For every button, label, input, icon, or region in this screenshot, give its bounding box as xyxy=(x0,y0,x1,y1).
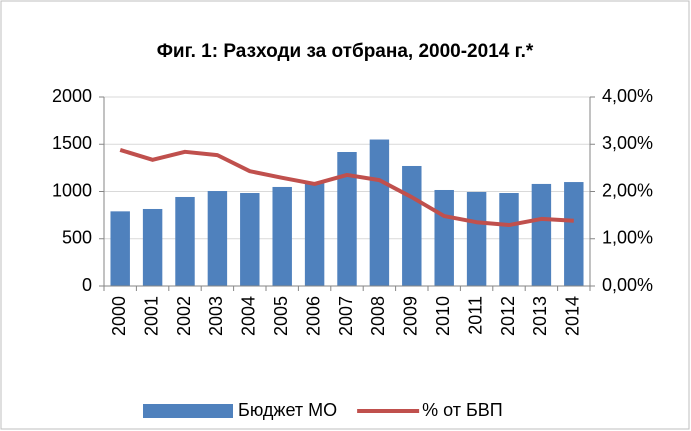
x-tick-label: 2009 xyxy=(401,296,421,336)
x-tick-label: 2003 xyxy=(206,296,226,336)
bar xyxy=(272,186,292,286)
bar xyxy=(142,208,163,286)
line xyxy=(119,148,574,228)
x-tick-label: 2004 xyxy=(239,296,259,336)
bar xyxy=(466,191,487,286)
x-tick-label: 2010 xyxy=(433,296,453,336)
bar xyxy=(110,211,130,286)
legend-label: % от БВП xyxy=(422,400,503,420)
y-tick-label: 1500 xyxy=(52,133,92,153)
y2-tick-label: 4,00% xyxy=(602,86,653,106)
x-tick-label: 2013 xyxy=(530,296,550,336)
x-tick-label: 2012 xyxy=(498,296,518,336)
bar xyxy=(434,189,454,286)
x-tick-label: 2007 xyxy=(336,296,356,336)
y-tick-label: 0 xyxy=(82,275,92,295)
bar xyxy=(531,183,552,286)
bar xyxy=(402,165,422,286)
bar xyxy=(369,139,390,286)
x-tick-label: 2002 xyxy=(174,296,194,336)
bar xyxy=(337,151,357,286)
y2-tick-label: 2,00% xyxy=(602,180,653,200)
y2-tick-label: 3,00% xyxy=(602,133,653,153)
legend-label: Бюджет МО xyxy=(238,400,337,420)
bar xyxy=(175,196,195,286)
y2-tick-label: 0,00% xyxy=(602,275,653,295)
bar xyxy=(304,182,325,286)
x-tick-label: 2011 xyxy=(465,296,485,335)
bar xyxy=(207,191,228,286)
y-tick-label: 1000 xyxy=(52,180,92,200)
y2-tick-label: 1,00% xyxy=(602,228,653,248)
x-tick-label: 2014 xyxy=(563,296,583,336)
chart-title: Фиг. 1: Разходи за отбрана, 2000-2014 г.… xyxy=(157,41,534,62)
x-tick-label: 2001 xyxy=(141,296,161,336)
x-tick-label: 2008 xyxy=(368,296,388,336)
y-tick-label: 2000 xyxy=(52,86,92,106)
bar xyxy=(499,193,519,286)
bar xyxy=(240,193,260,286)
x-tick-label: 2006 xyxy=(303,296,323,336)
legend-swatch xyxy=(143,404,233,418)
y-tick-label: 500 xyxy=(62,228,92,248)
x-tick-label: 2005 xyxy=(271,296,291,336)
bar xyxy=(564,182,584,286)
x-tick-label: 2000 xyxy=(109,296,129,336)
